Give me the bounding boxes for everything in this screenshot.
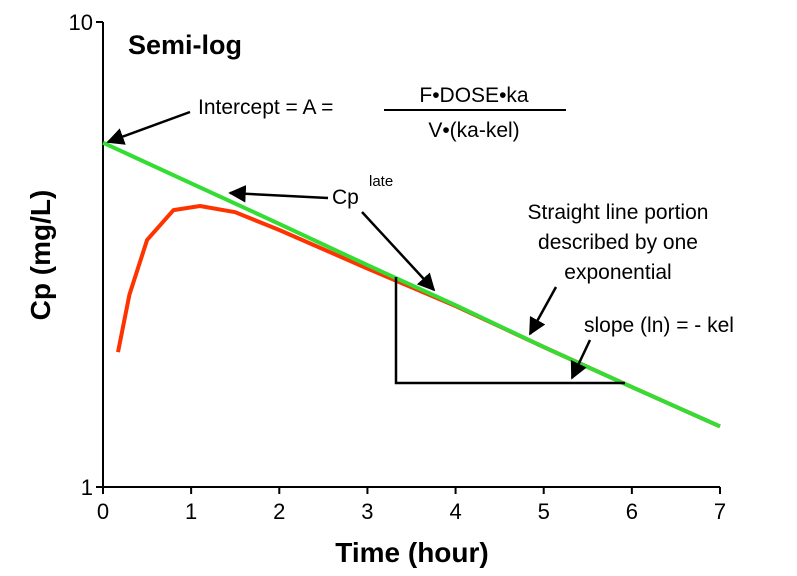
x-tick-label: 5 — [538, 499, 550, 524]
arrow — [361, 211, 436, 292]
y-tick-label: 10 — [69, 10, 93, 35]
arrow — [528, 286, 558, 336]
annotation: V•(ka-kel) — [428, 119, 519, 142]
annotation: slope (ln) = - kel — [584, 314, 734, 337]
y-axis-title: Cp (mg/L) — [25, 190, 56, 321]
x-tick-label: 6 — [626, 499, 638, 524]
arrow — [570, 339, 592, 380]
arrows — [106, 110, 625, 385]
slope-triangle — [394, 277, 625, 385]
x-tick-label: 3 — [361, 499, 373, 524]
x-tick-label: 4 — [449, 499, 461, 524]
x-axis-title: Time (hour) — [335, 537, 488, 568]
x-tick-label: 2 — [273, 499, 285, 524]
series-line — [102, 140, 721, 429]
arrow — [228, 185, 329, 203]
y-tick-label: 1 — [81, 475, 93, 500]
annotation: Intercept = A = — [198, 96, 333, 119]
x-tick-label: 0 — [97, 499, 109, 524]
annotation: Straight line portion — [528, 201, 709, 224]
x-tick-label: 1 — [185, 499, 197, 524]
x-tick-label: 7 — [714, 499, 726, 524]
annotation: exponential — [564, 261, 671, 284]
annotation: Cp — [332, 186, 359, 209]
annotation: late — [369, 173, 393, 190]
annotation: described by one — [538, 231, 698, 254]
chart-title: Semi-log — [128, 30, 242, 60]
annotation: F•DOSE•ka — [419, 84, 529, 107]
arrow — [106, 110, 191, 145]
